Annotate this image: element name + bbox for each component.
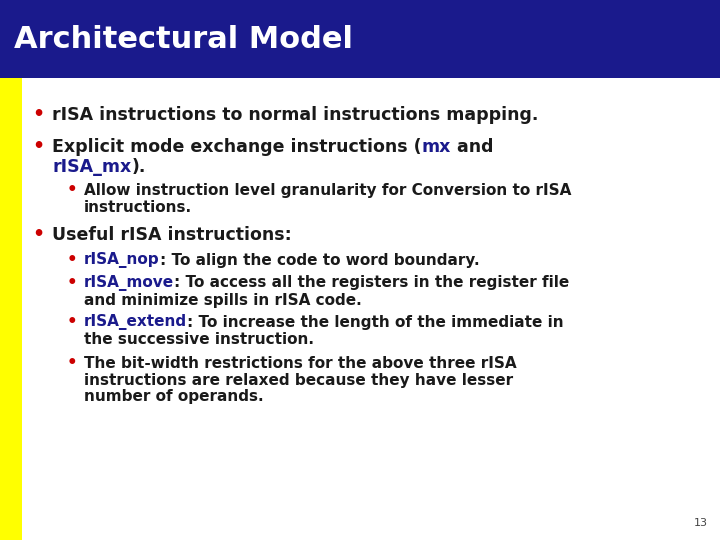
Bar bbox=[0, 78, 22, 540]
Text: and minimize spills in rISA code.: and minimize spills in rISA code. bbox=[84, 293, 361, 307]
Text: •: • bbox=[32, 105, 44, 125]
Text: rISA_move: rISA_move bbox=[84, 275, 174, 291]
Text: Allow instruction level granularity for Conversion to rISA: Allow instruction level granularity for … bbox=[84, 183, 572, 198]
Text: the successive instruction.: the successive instruction. bbox=[84, 333, 314, 348]
Text: instructions are relaxed because they have lesser: instructions are relaxed because they ha… bbox=[84, 373, 513, 388]
Text: 13: 13 bbox=[694, 518, 708, 528]
Bar bbox=[22, 78, 720, 540]
Text: : To align the code to word boundary.: : To align the code to word boundary. bbox=[160, 253, 480, 267]
Text: Architectural Model: Architectural Model bbox=[14, 24, 353, 53]
Text: The bit-width restrictions for the above three rISA: The bit-width restrictions for the above… bbox=[84, 355, 517, 370]
Text: •: • bbox=[32, 138, 44, 157]
Bar bbox=[0, 0, 720, 78]
Text: •: • bbox=[67, 313, 77, 331]
Text: rISA_extend: rISA_extend bbox=[84, 314, 187, 330]
Text: rISA instructions to normal instructions mapping.: rISA instructions to normal instructions… bbox=[52, 106, 539, 124]
Text: •: • bbox=[32, 226, 44, 245]
Text: Explicit mode exchange instructions (: Explicit mode exchange instructions ( bbox=[52, 138, 422, 156]
Text: ).: ). bbox=[131, 158, 145, 176]
Text: rISA_nop: rISA_nop bbox=[84, 252, 160, 268]
Text: number of operands.: number of operands. bbox=[84, 389, 264, 404]
Text: : To access all the registers in the register file: : To access all the registers in the reg… bbox=[174, 275, 570, 291]
Text: •: • bbox=[67, 274, 77, 292]
Text: Useful rISA instructions:: Useful rISA instructions: bbox=[52, 226, 292, 244]
Text: •: • bbox=[67, 181, 77, 199]
Text: instructions.: instructions. bbox=[84, 199, 192, 214]
Text: mx: mx bbox=[422, 138, 451, 156]
Text: and: and bbox=[451, 138, 493, 156]
Text: : To increase the length of the immediate in: : To increase the length of the immediat… bbox=[187, 314, 564, 329]
Text: •: • bbox=[67, 251, 77, 269]
Text: •: • bbox=[67, 354, 77, 372]
Text: rISA_mx: rISA_mx bbox=[52, 158, 131, 176]
